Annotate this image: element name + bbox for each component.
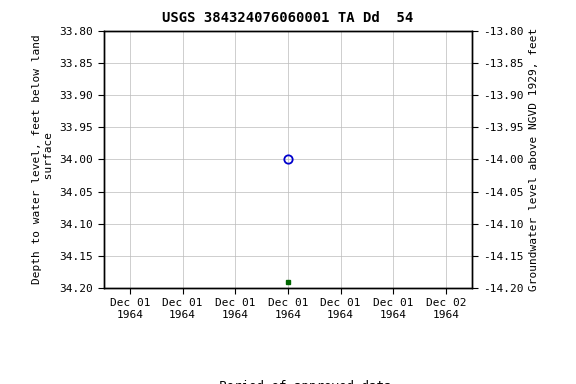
Y-axis label: Groundwater level above NGVD 1929, feet: Groundwater level above NGVD 1929, feet bbox=[529, 28, 539, 291]
Y-axis label: Depth to water level, feet below land
 surface: Depth to water level, feet below land su… bbox=[32, 35, 54, 284]
Legend: Period of approved data: Period of approved data bbox=[179, 374, 397, 384]
Title: USGS 384324076060001 TA Dd  54: USGS 384324076060001 TA Dd 54 bbox=[162, 12, 414, 25]
